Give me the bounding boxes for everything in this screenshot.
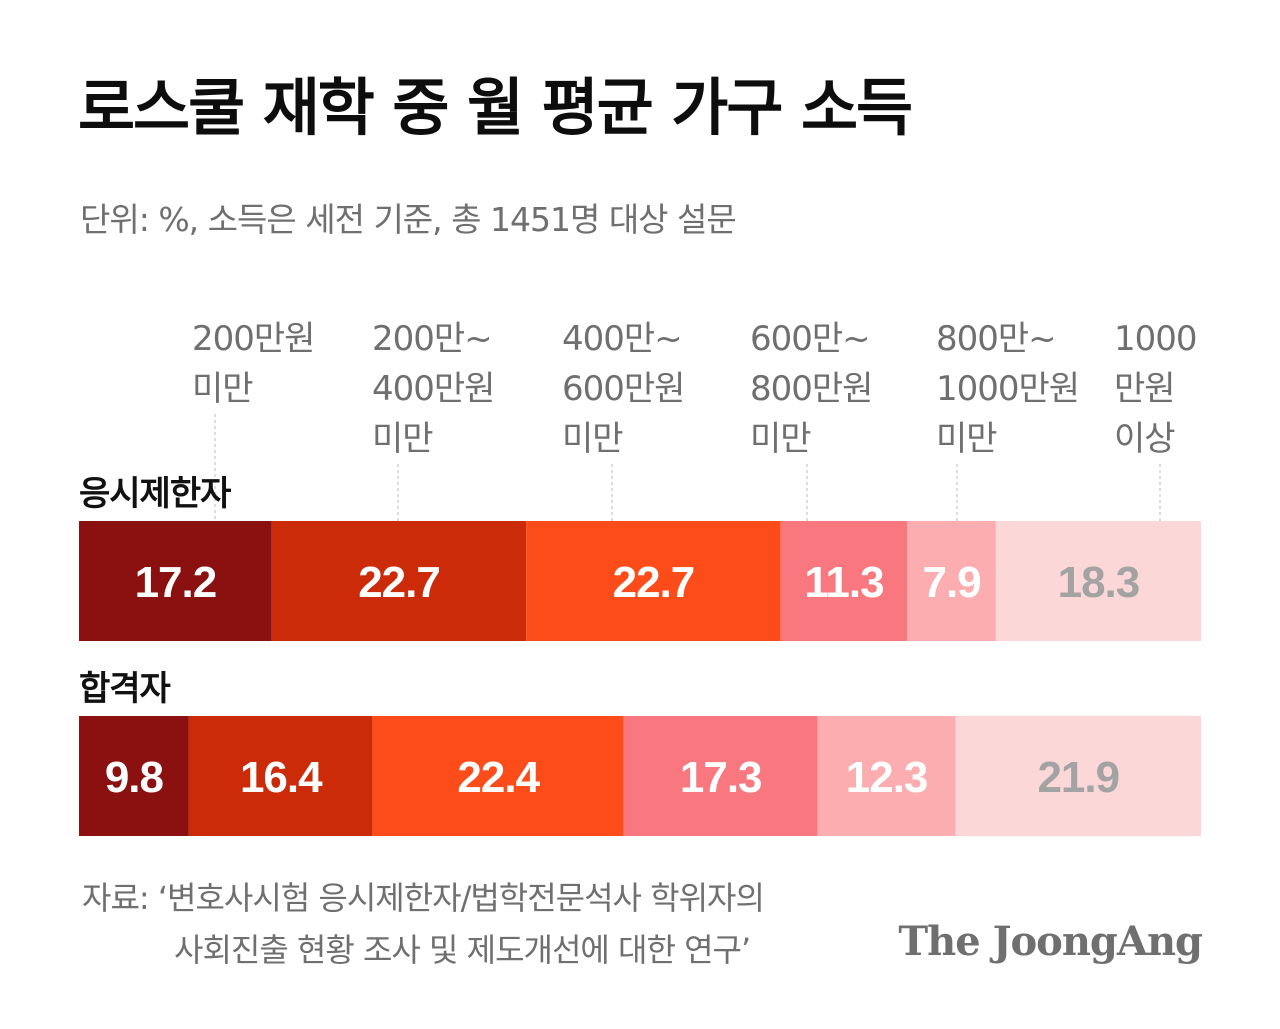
data-label: 7.9	[923, 558, 981, 607]
category-label-line: 미만	[192, 369, 253, 409]
bar-segment	[79, 521, 272, 641]
category-label-line: 400만원	[372, 369, 494, 409]
category-label-line: 1000만원	[936, 369, 1079, 409]
bar-segment	[188, 716, 373, 836]
category-label-line: 600만원	[562, 369, 684, 409]
category-label-line: 400만~	[562, 319, 682, 359]
bar-segment	[817, 716, 956, 836]
data-label: 9.8	[105, 753, 164, 802]
bar-segment	[372, 716, 624, 836]
category-label-line: 600만~	[750, 319, 870, 359]
bar-segment	[907, 521, 996, 641]
data-label: 17.2	[135, 558, 217, 607]
category-label-line: 이상	[1114, 419, 1175, 459]
data-label: 21.9	[1037, 753, 1119, 802]
bar-segment	[995, 521, 1201, 641]
category-label-line: 미만	[936, 419, 997, 459]
data-label: 11.3	[804, 558, 883, 607]
data-label: 17.3	[680, 753, 762, 802]
bar-segment	[623, 716, 818, 836]
category-label-line: 미만	[372, 419, 433, 459]
bar-segment	[79, 716, 189, 836]
bar-segment	[271, 521, 527, 641]
source-line-1: 자료: ‘변호사시험 응시제한자/법학전문석사 학위자의	[82, 879, 765, 917]
source-note: 자료: ‘변호사시험 응시제한자/법학전문석사 학위자의 사회진출 현황 조사 …	[82, 872, 765, 976]
data-label: 18.3	[1058, 558, 1140, 607]
category-label-line: 200만~	[372, 319, 492, 359]
bar-segment	[780, 521, 908, 641]
chart-subtitle: 단위: %, 소득은 세전 기준, 총 1451명 대상 설문	[80, 200, 737, 239]
category-label-line: 800만~	[936, 319, 1056, 359]
category-label-line: 미만	[750, 419, 811, 459]
category-label-line: 800만원	[750, 369, 872, 409]
category-label-line: 만원	[1114, 369, 1175, 409]
data-label: 22.7	[613, 558, 695, 607]
category-label-line: 200만원	[192, 319, 314, 359]
category-label-line: 1000	[1114, 319, 1197, 359]
series-label: 합격자	[79, 669, 171, 709]
bar-segment	[955, 716, 1201, 836]
data-label: 22.7	[358, 558, 440, 607]
source-line-2: 사회진출 현황 조사 및 제도개선에 대한 연구’	[174, 931, 751, 969]
data-label: 12.3	[846, 753, 928, 802]
category-label-line: 미만	[562, 419, 623, 459]
data-label: 16.4	[240, 753, 323, 802]
chart-title: 로스쿨 재학 중 월 평균 가구 소득	[78, 71, 913, 144]
data-label: 22.4	[457, 753, 540, 802]
brand-logo: The JoongAng	[898, 918, 1203, 965]
bar-segment	[526, 521, 781, 641]
series-label: 응시제한자	[79, 474, 231, 514]
